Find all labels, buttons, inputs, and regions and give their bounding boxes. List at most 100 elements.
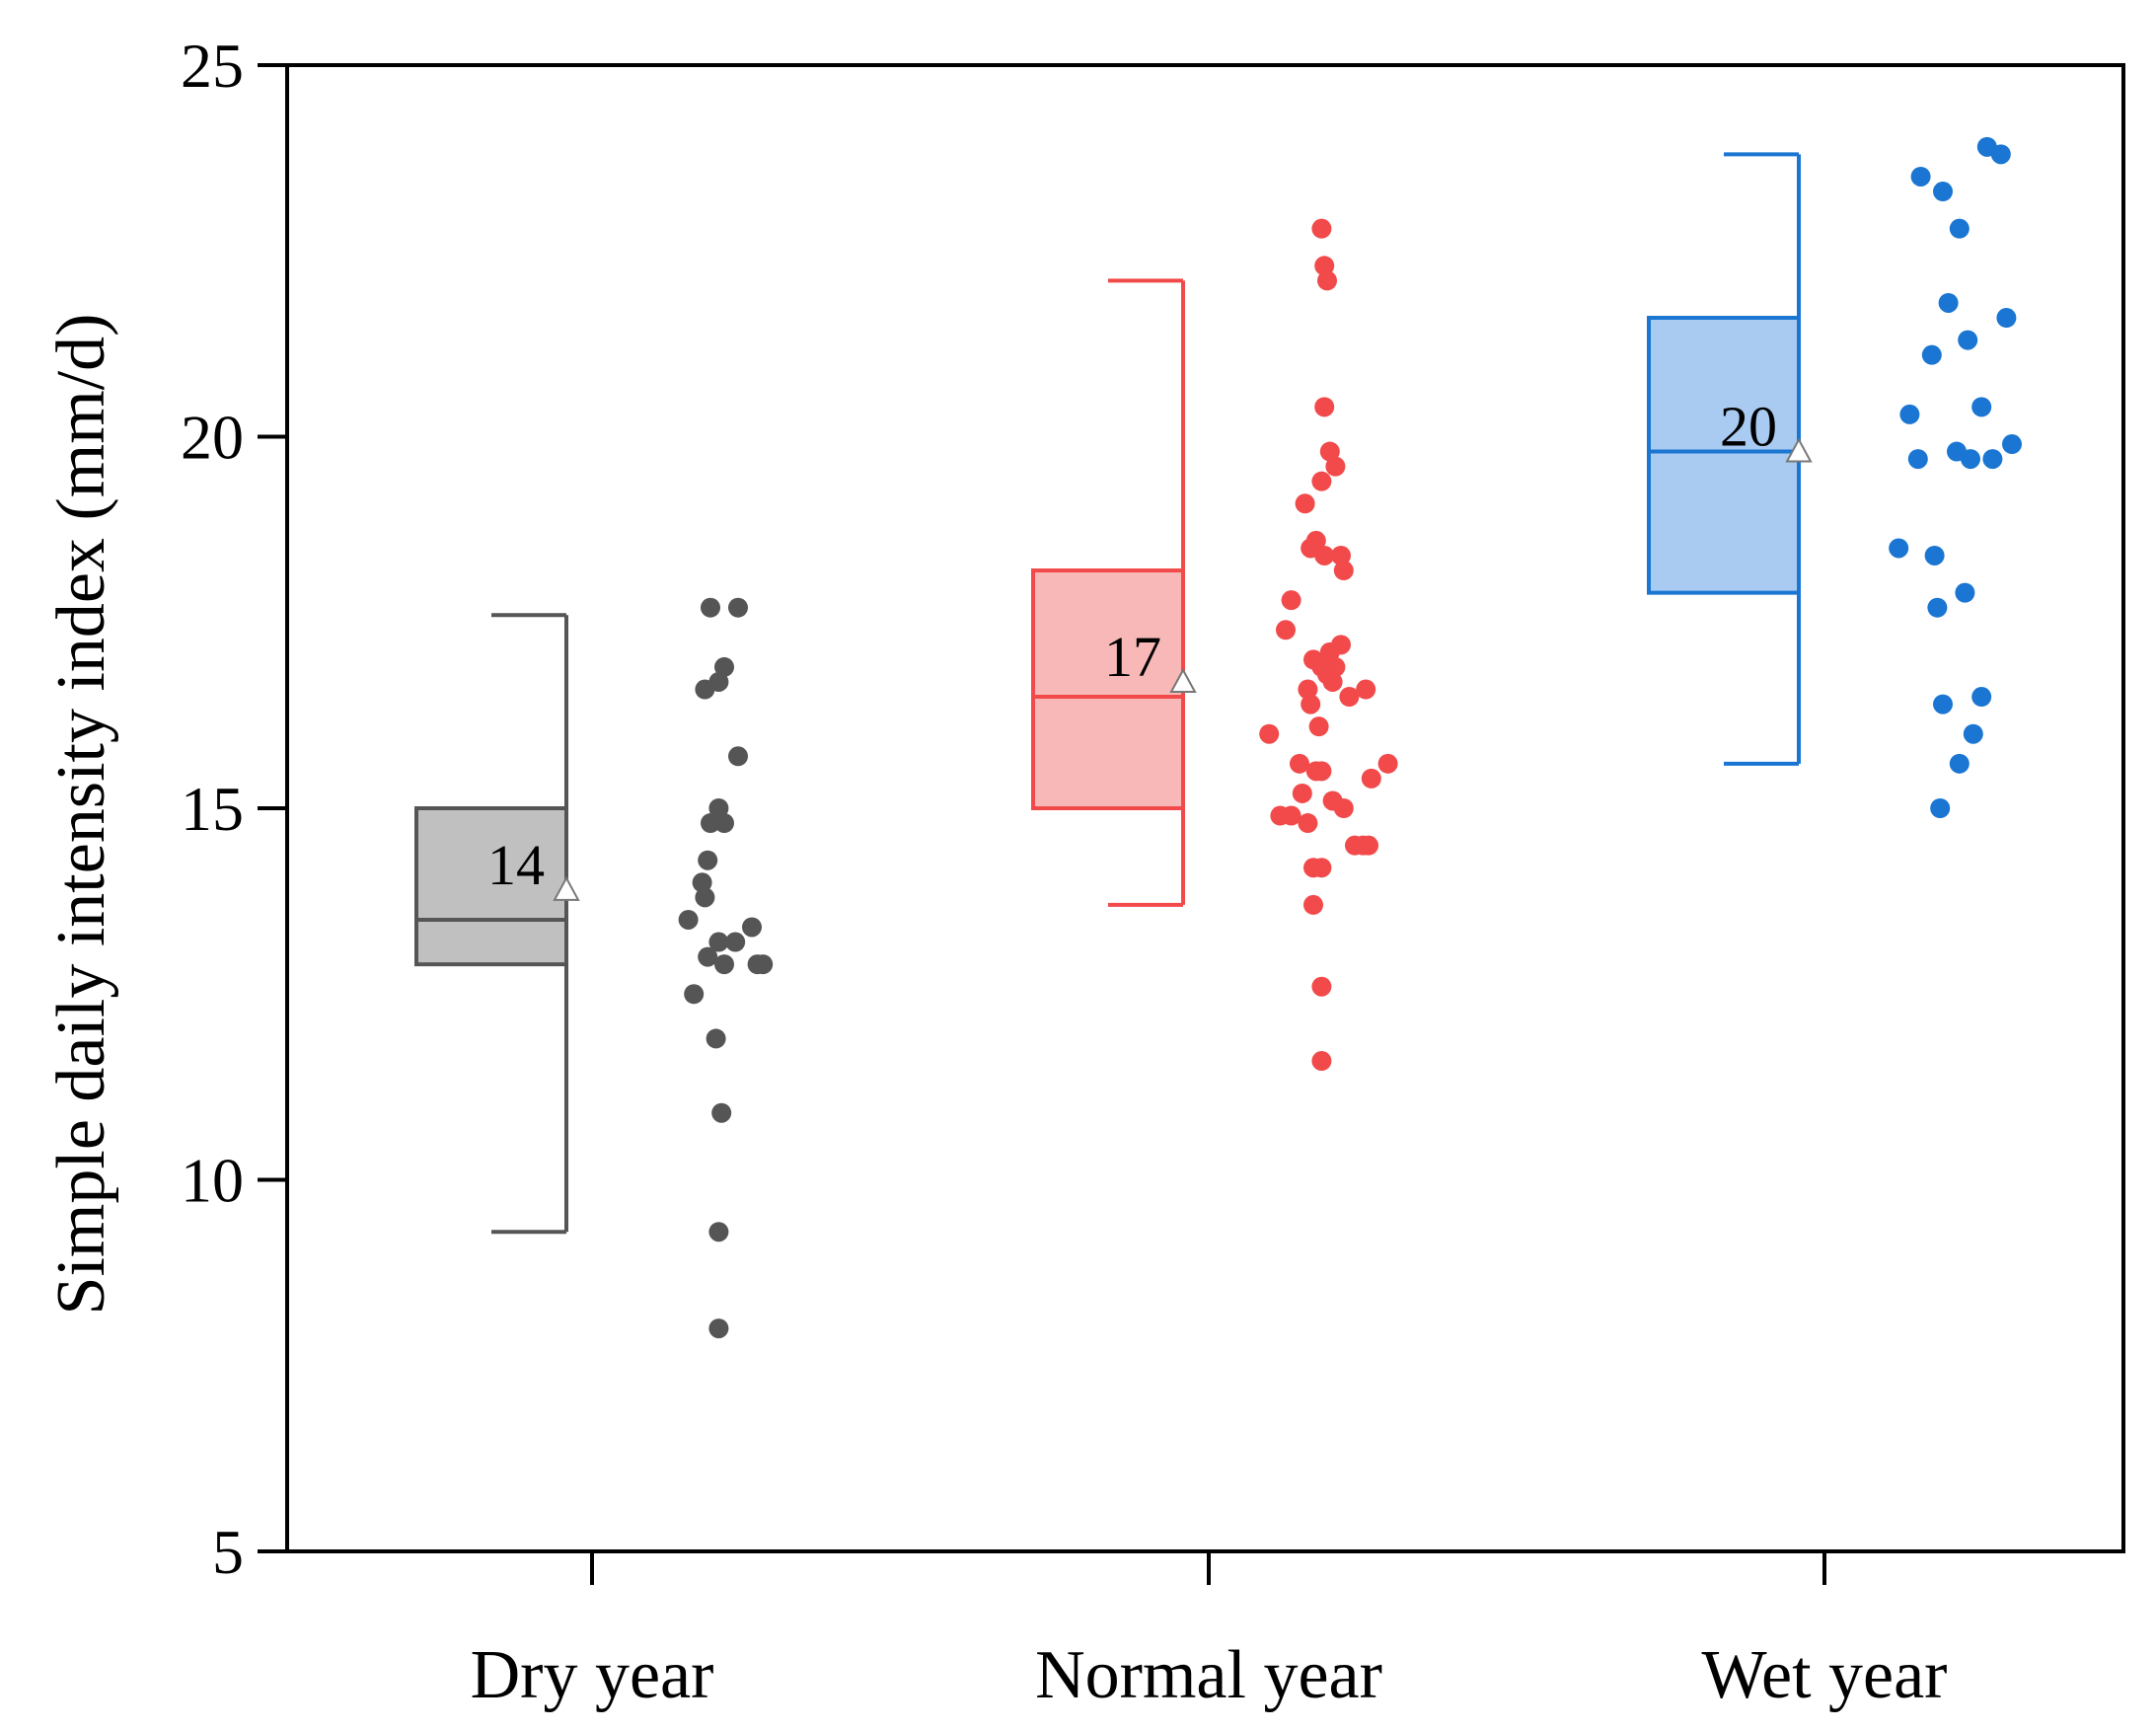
data-point: [708, 798, 729, 818]
data-point: [1311, 218, 1332, 239]
data-point: [1325, 456, 1346, 477]
data-point: [1290, 753, 1309, 774]
data-point: [1927, 597, 1948, 618]
data-point: [1298, 679, 1318, 700]
data-point: [2002, 434, 2022, 455]
iqr-box: [1031, 568, 1185, 810]
data-point: [1298, 813, 1318, 834]
data-point: [1259, 723, 1280, 744]
data-point: [1356, 679, 1376, 700]
data-point: [1996, 308, 2017, 329]
y-tick-label: 20: [181, 403, 244, 473]
data-point: [1955, 582, 1975, 603]
y-axis-title: Simple daily intensity index (mm/d): [43, 314, 119, 1316]
data-point: [1311, 858, 1332, 878]
data-point: [1361, 768, 1381, 789]
mean-label: 17: [1104, 625, 1161, 689]
data-point: [1333, 561, 1354, 581]
data-point: [1311, 976, 1332, 997]
data-point: [678, 909, 699, 930]
data-point: [701, 813, 720, 834]
x-category-label: Wet year: [1702, 1637, 1948, 1713]
data-point: [692, 872, 712, 893]
data-point: [698, 850, 718, 870]
data-point: [1910, 166, 1931, 187]
data-point: [706, 1028, 726, 1049]
data-point: [1990, 144, 2011, 165]
data-point: [753, 954, 774, 975]
data-point: [1377, 753, 1398, 774]
mean-marker: [1169, 667, 1197, 693]
mean-marker: [553, 875, 580, 901]
data-point: [1308, 716, 1329, 737]
iqr-box: [1647, 316, 1801, 595]
data-point: [725, 932, 746, 952]
data-point: [1938, 292, 1959, 313]
data-point: [1949, 218, 1970, 239]
groups-layer: Dry year 14 Normal year 17 Wet year 20: [414, 136, 2022, 1713]
data-point: [1961, 449, 1980, 470]
data-point: [728, 597, 748, 618]
data-point: [1276, 620, 1296, 640]
data-point: [1314, 397, 1335, 417]
data-point: [1303, 894, 1323, 915]
data-point: [714, 954, 734, 975]
data-point: [1958, 330, 1978, 350]
data-point: [1949, 753, 1970, 774]
y-tick-label: 10: [181, 1146, 244, 1216]
data-point: [1281, 590, 1301, 611]
data-point: [1314, 256, 1335, 276]
group-normal-year: Normal year 17: [1031, 218, 1398, 1713]
data-point: [1314, 545, 1335, 565]
data-point: [1295, 493, 1315, 514]
data-point: [1331, 545, 1351, 565]
data-point: [1921, 344, 1942, 365]
data-point: [695, 679, 715, 700]
data-point: [1971, 397, 1992, 417]
data-point: [1963, 723, 1983, 744]
data-point: [1317, 270, 1337, 291]
data-point: [728, 746, 748, 767]
data-point: [1333, 798, 1354, 818]
data-point: [1301, 694, 1321, 715]
data-point: [1319, 641, 1340, 662]
mean-label: 20: [1720, 395, 1777, 459]
data-point: [701, 597, 720, 618]
data-point: [684, 984, 705, 1005]
data-point: [1971, 687, 1992, 708]
data-point: [1319, 441, 1340, 462]
data-point: [1933, 694, 1953, 715]
data-point: [1933, 182, 1953, 202]
y-tick-label: 15: [181, 774, 244, 844]
data-point: [1924, 545, 1945, 565]
group-wet-year: Wet year 20: [1647, 136, 2022, 1713]
group-dry-year: Dry year 14: [414, 597, 774, 1713]
data-point: [711, 1102, 732, 1123]
data-point: [1889, 538, 1909, 559]
data-point: [708, 932, 729, 952]
mean-marker: [1785, 437, 1813, 463]
data-point: [1359, 835, 1378, 856]
data-point: [1930, 798, 1951, 818]
data-point: [1292, 783, 1312, 803]
x-category-label: Normal year: [1035, 1637, 1382, 1713]
data-point: [714, 656, 734, 677]
data-point: [1311, 1051, 1332, 1072]
data-point: [714, 813, 734, 834]
data-point: [1311, 471, 1332, 491]
data-point: [708, 1318, 729, 1339]
data-point: [1270, 805, 1291, 826]
y-tick-label: 5: [212, 1517, 244, 1587]
data-point: [742, 917, 762, 938]
axes-layer: 5 10 15 20 25: [181, 31, 2125, 1587]
data-point: [708, 1222, 729, 1242]
data-point: [1339, 687, 1360, 708]
data-point: [695, 887, 715, 908]
data-point: [1899, 404, 1920, 424]
x-category-label: Dry year: [471, 1637, 714, 1713]
mean-label: 14: [487, 833, 545, 897]
data-point: [1982, 449, 2003, 470]
data-point: [1311, 761, 1332, 782]
